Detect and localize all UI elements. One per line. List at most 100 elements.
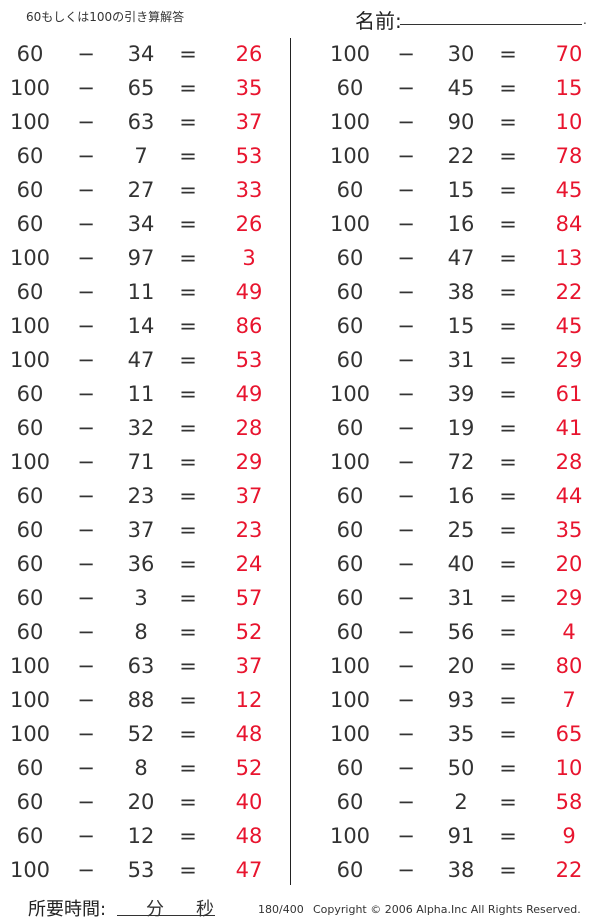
- minus-sign: −: [77, 586, 95, 610]
- minus-sign: −: [77, 756, 95, 780]
- minuend: 60: [16, 144, 44, 168]
- problem-row: 100 − 14 = 86: [0, 309, 290, 343]
- answer: 28: [555, 450, 583, 474]
- minuend: 60: [336, 76, 364, 100]
- minuend: 60: [336, 416, 364, 440]
- equals-sign: =: [179, 620, 197, 644]
- minus-sign: −: [397, 144, 415, 168]
- problem-row: 60 − 31 = 29: [320, 581, 600, 615]
- problem-row: 100 − 20 = 80: [320, 649, 600, 683]
- problem-row: 60 − 36 = 24: [0, 547, 290, 581]
- answer: 9: [562, 824, 576, 848]
- time-taken-label: 所要時間:: [28, 899, 107, 920]
- problem-row: 60 − 32 = 28: [0, 411, 290, 445]
- subtrahend: 20: [447, 654, 475, 678]
- equals-sign: =: [179, 314, 197, 338]
- subtrahend: 20: [127, 790, 155, 814]
- subtrahend: 22: [447, 144, 475, 168]
- subtrahend: 52: [127, 722, 155, 746]
- name-label: 名前:: [355, 9, 402, 33]
- answer: 78: [555, 144, 583, 168]
- minuend: 60: [16, 756, 44, 780]
- name-field-line: [400, 24, 582, 25]
- subtrahend: 65: [127, 76, 155, 100]
- minuend: 60: [336, 246, 364, 270]
- equals-sign: =: [179, 790, 197, 814]
- answer: 45: [555, 314, 583, 338]
- subtrahend: 30: [447, 42, 475, 66]
- minuend: 60: [336, 518, 364, 542]
- minuend: 60: [336, 552, 364, 576]
- minuend: 100: [9, 654, 51, 678]
- answer: 29: [555, 348, 583, 372]
- answer: 29: [235, 450, 263, 474]
- answer: 35: [555, 518, 583, 542]
- minus-sign: −: [397, 688, 415, 712]
- name-end-dot: .: [583, 13, 587, 27]
- answer: 52: [235, 756, 263, 780]
- problem-row: 100 − 47 = 53: [0, 343, 290, 377]
- problem-row: 60 − 7 = 53: [0, 139, 290, 173]
- equals-sign: =: [179, 552, 197, 576]
- problem-row: 60 − 15 = 45: [320, 309, 600, 343]
- answer: 58: [555, 790, 583, 814]
- answer: 49: [235, 382, 263, 406]
- seconds-label: 秒: [196, 899, 214, 920]
- minus-sign: −: [77, 484, 95, 508]
- minuend: 60: [16, 824, 44, 848]
- minus-sign: −: [77, 824, 95, 848]
- answer: 26: [235, 42, 263, 66]
- minus-sign: −: [397, 654, 415, 678]
- subtrahend: 14: [127, 314, 155, 338]
- answer: 12: [235, 688, 263, 712]
- minuend: 100: [9, 688, 51, 712]
- minus-sign: −: [397, 246, 415, 270]
- minus-sign: −: [397, 212, 415, 236]
- equals-sign: =: [499, 688, 517, 712]
- subtrahend: 16: [447, 484, 475, 508]
- problem-row: 60 − 47 = 13: [320, 241, 600, 275]
- subtrahend: 37: [127, 518, 155, 542]
- minuend: 60: [336, 756, 364, 780]
- minus-sign: −: [397, 280, 415, 304]
- left-problem-column: 60 − 34 = 26 100 − 65 = 35 100 − 63 = 37 60 − 7 = 53 60 − 27 = 3…: [0, 37, 290, 887]
- subtrahend: 32: [127, 416, 155, 440]
- answer: 23: [235, 518, 263, 542]
- minuend: 60: [16, 280, 44, 304]
- equals-sign: =: [499, 212, 517, 236]
- minuend: 100: [329, 654, 371, 678]
- equals-sign: =: [499, 586, 517, 610]
- answer: 53: [235, 348, 263, 372]
- subtrahend: 31: [447, 348, 475, 372]
- answer: 49: [235, 280, 263, 304]
- answer: 22: [555, 858, 583, 882]
- equals-sign: =: [499, 722, 517, 746]
- minus-sign: −: [397, 552, 415, 576]
- minus-sign: −: [397, 722, 415, 746]
- problem-row: 60 − 27 = 33: [0, 173, 290, 207]
- minuend: 60: [336, 620, 364, 644]
- equals-sign: =: [499, 518, 517, 542]
- minus-sign: −: [397, 586, 415, 610]
- subtrahend: 38: [447, 858, 475, 882]
- problem-row: 60 − 23 = 37: [0, 479, 290, 513]
- subtrahend: 53: [127, 858, 155, 882]
- subtrahend: 31: [447, 586, 475, 610]
- minus-sign: −: [77, 858, 95, 882]
- subtrahend: 93: [447, 688, 475, 712]
- equals-sign: =: [179, 518, 197, 542]
- minutes-label: 分: [146, 899, 164, 920]
- minuend: 100: [329, 450, 371, 474]
- minus-sign: −: [397, 790, 415, 814]
- problem-row: 60 − 15 = 45: [320, 173, 600, 207]
- problem-row: 100 − 97 = 3: [0, 241, 290, 275]
- minuend: 60: [16, 518, 44, 542]
- minuend: 100: [329, 722, 371, 746]
- minuend: 100: [329, 688, 371, 712]
- minuend: 100: [9, 76, 51, 100]
- minuend: 60: [16, 212, 44, 236]
- minus-sign: −: [397, 110, 415, 134]
- subtrahend: 16: [447, 212, 475, 236]
- problem-row: 60 − 37 = 23: [0, 513, 290, 547]
